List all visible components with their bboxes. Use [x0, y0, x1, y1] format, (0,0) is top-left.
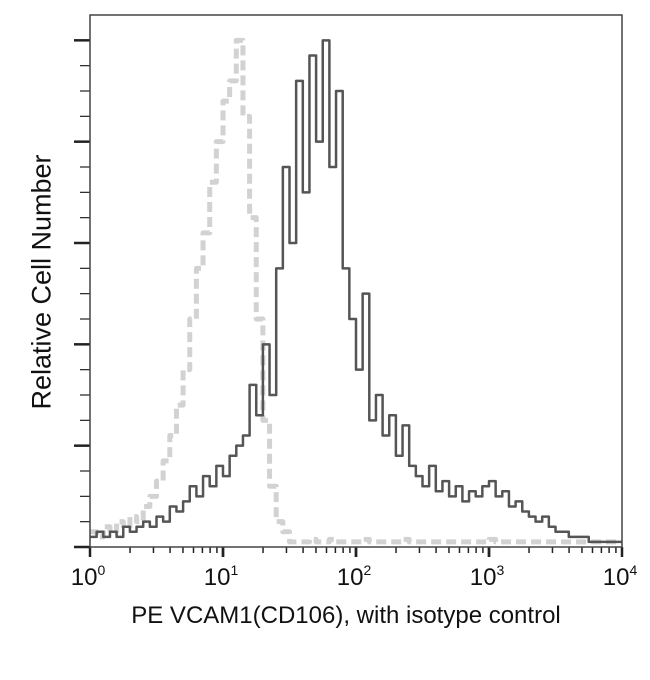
sample-series — [90, 39, 622, 544]
plot-frame — [89, 14, 623, 548]
x-tick-label: 100 — [71, 562, 106, 591]
x-tick-label: 101 — [204, 562, 239, 591]
isotype-control-series — [90, 37, 622, 545]
x-tick-label: 104 — [603, 562, 638, 591]
x-tick-label: 102 — [337, 562, 372, 591]
x-tick-label: 103 — [470, 562, 505, 591]
y-axis-label: Relative Cell Number — [26, 154, 57, 410]
x-axis-label: PE VCAM1(CD106), with isotype control — [131, 602, 561, 629]
